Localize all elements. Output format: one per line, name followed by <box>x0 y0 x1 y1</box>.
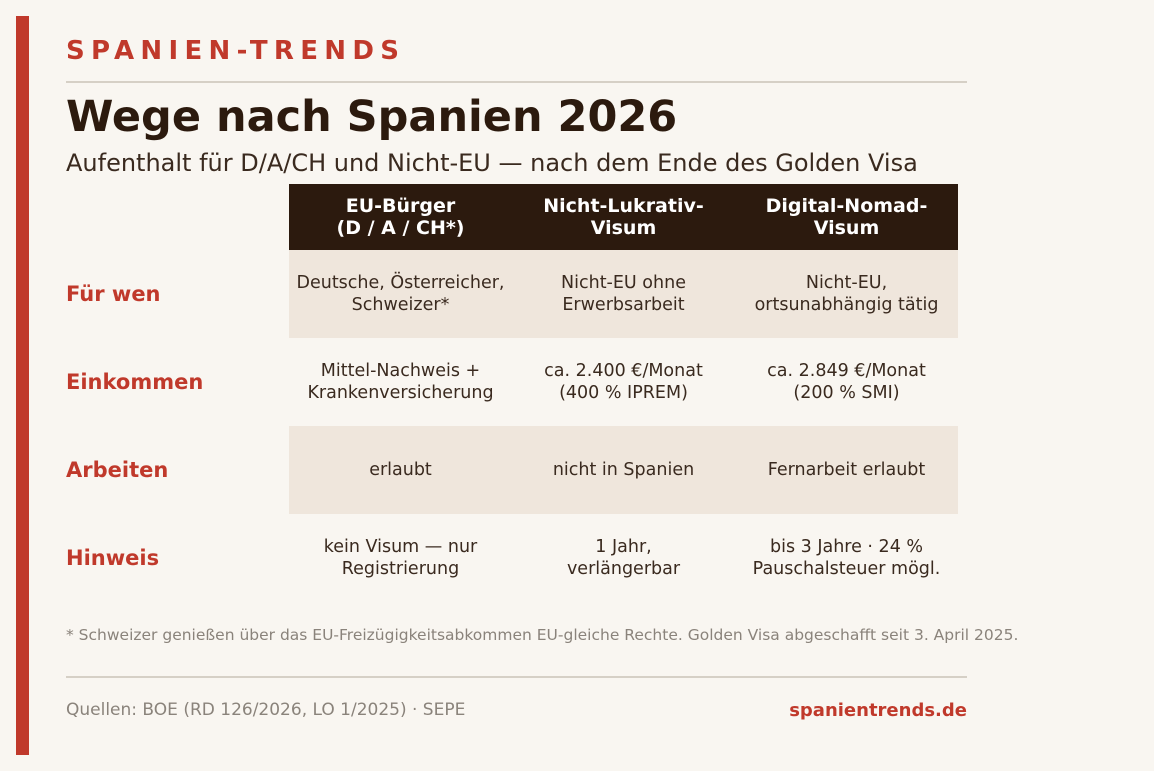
table-cell: kein Visum — nur Registrierung <box>323 537 478 579</box>
table-cell: Mittel-Nachweis + Krankenversicherung <box>307 361 494 403</box>
table-header <box>289 184 958 250</box>
table-cell: Nicht-EU ohne Erwerbsarbeit <box>561 273 686 315</box>
row-label: Hinweis <box>66 546 160 570</box>
rule <box>66 676 967 678</box>
table-cell: bis 3 Jahre · 24 % Pauschalsteuer mögl. <box>752 537 941 579</box>
table-cell: ca. 2.400 €/Monat (400 % IPREM) <box>544 361 703 403</box>
footnote: * Schweizer genießen über das EU-Freizüg… <box>66 626 1019 644</box>
row-shade <box>289 426 958 514</box>
table-cell: Fernarbeit erlaubt <box>767 460 926 480</box>
site-link[interactable]: spanientrends.de <box>789 700 967 721</box>
table-cell: Nicht-EU, ortsunabhängig tätig <box>754 273 939 315</box>
row-shade <box>289 250 958 338</box>
title: Wege nach Spanien 2026 <box>66 92 678 142</box>
rule <box>66 81 967 83</box>
table-cell: 1 Jahr, verlängerbar <box>566 537 681 579</box>
table-cell: nicht in Spanien <box>552 460 695 480</box>
row-label: Für wen <box>66 282 161 306</box>
row-label: Einkommen <box>66 370 204 394</box>
table-cell: Deutsche, Österreicher, Schweizer* <box>296 273 505 315</box>
subtitle: Aufenthalt für D/A/CH und Nicht-EU — nac… <box>66 149 918 177</box>
accent-bar <box>16 16 29 755</box>
sources: Quellen: BOE (RD 126/2026, LO 1/2025) · … <box>66 700 466 720</box>
column-header: Nicht-Lukrativ- Visum <box>543 195 704 239</box>
column-header: Digital-Nomad- Visum <box>765 195 928 239</box>
column-header: EU-Bürger (D / A / CH*) <box>336 195 465 239</box>
brand: SPANIEN-TRENDS <box>66 36 406 66</box>
row-label: Arbeiten <box>66 458 169 482</box>
table-cell: ca. 2.849 €/Monat (200 % SMI) <box>767 361 926 403</box>
table-cell: erlaubt <box>369 460 432 480</box>
